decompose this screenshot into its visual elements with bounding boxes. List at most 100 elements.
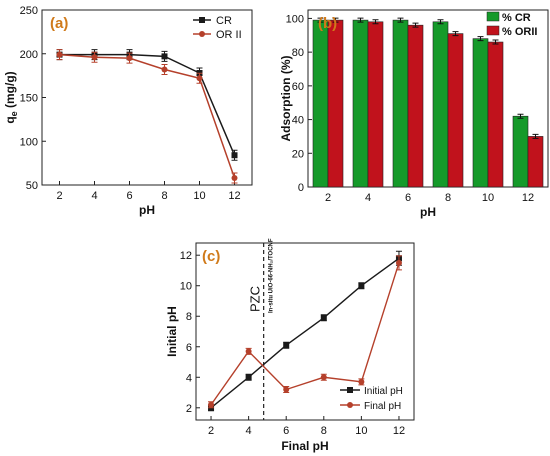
x-tick-label: 10 — [482, 192, 494, 204]
bar — [352, 19, 369, 188]
pzc-label: PZC — [248, 286, 263, 312]
data-point — [320, 314, 327, 321]
bar — [312, 19, 329, 188]
data-point — [283, 342, 290, 349]
data-point — [126, 55, 133, 62]
error-bar — [452, 31, 459, 37]
plot-frame — [307, 9, 549, 188]
x-tick-label: 12 — [522, 192, 534, 204]
panel-label: (b) — [318, 15, 337, 32]
y-tick-label: 20 — [292, 148, 304, 160]
data-point — [358, 282, 365, 289]
error-bar — [532, 133, 539, 139]
y-tick-label: 250 — [20, 5, 38, 17]
x-axis-title: pH — [420, 205, 436, 219]
x-tick-label: 4 — [246, 425, 252, 437]
y-tick-label: 8 — [186, 311, 192, 323]
y-tick-label: 4 — [186, 372, 192, 384]
x-tick-label: 8 — [161, 190, 167, 202]
panel-label: (c) — [202, 248, 220, 265]
x-axis-title: Final pH — [281, 439, 328, 453]
data-point — [245, 348, 252, 355]
error-bar — [332, 17, 339, 23]
series-line-0 — [210, 257, 400, 409]
y-tick-label: 6 — [186, 342, 192, 354]
data-point — [245, 374, 252, 381]
y-tick-label: 150 — [20, 93, 38, 105]
data-point — [358, 378, 365, 385]
data-point — [161, 53, 168, 60]
bar — [447, 33, 464, 188]
plot-frame — [195, 242, 415, 421]
error-bar — [317, 17, 324, 23]
series-line-1 — [59, 53, 236, 179]
pzc-sublabel: In-situ UiO-66-NH₂/TOCNF — [269, 238, 275, 313]
x-tick-label: 12 — [393, 425, 405, 437]
bar — [472, 38, 489, 188]
bar — [527, 136, 544, 188]
y-tick-label: 100 — [20, 136, 38, 148]
legend-marker — [199, 31, 205, 37]
bar — [327, 19, 344, 188]
data-point — [231, 175, 238, 181]
panel-label: (a) — [50, 15, 68, 32]
data-point — [196, 75, 203, 82]
y-tick-label: 40 — [292, 115, 304, 127]
x-tick-label: 8 — [445, 192, 451, 204]
x-tick-label: 6 — [283, 425, 289, 437]
x-tick-label: 2 — [325, 192, 331, 204]
y-axis-title: qe (mg/g) — [3, 71, 19, 123]
x-tick-label: 6 — [405, 192, 411, 204]
x-tick-label: 2 — [208, 425, 214, 437]
error-bar — [492, 39, 499, 45]
error-bar — [437, 19, 444, 25]
bar — [367, 21, 384, 188]
x-axis-title: pH — [139, 203, 155, 217]
legend-label: % ORII — [502, 26, 537, 38]
data-point — [231, 152, 238, 159]
x-tick-label: 10 — [355, 425, 367, 437]
data-point — [161, 66, 168, 73]
y-tick-label: 2 — [186, 403, 192, 415]
x-tick-label: 10 — [193, 190, 205, 202]
legend-swatch — [486, 11, 500, 22]
y-tick-label: 0 — [298, 182, 304, 194]
panel-a-qe-vs-ph: 50 100 150 200 250 2 4 6 8 10 12 pH qe (mg/g) (a) CR OR… — [3, 5, 253, 217]
series-line-0 — [59, 53, 236, 156]
error-bar — [412, 22, 419, 28]
x-tick-label: 6 — [126, 190, 132, 202]
error-bar — [372, 19, 379, 25]
legend-marker — [199, 17, 205, 23]
legend-label: Final pH — [364, 401, 401, 412]
data-point — [208, 401, 215, 408]
x-tick-label: 4 — [91, 190, 97, 202]
error-bar — [357, 17, 364, 23]
legend-swatch — [486, 25, 500, 36]
panel-b-adsorption-bars: 0 20 40 60 80 100 2 4 6 8 10 12 pH Adsorption (%) (b)%… — [279, 9, 549, 219]
legend-label: Initial pH — [364, 386, 403, 397]
series-line-1 — [210, 262, 400, 406]
x-tick-label: 4 — [365, 192, 371, 204]
x-tick-label: 2 — [56, 190, 62, 202]
legend-marker — [347, 402, 353, 408]
y-tick-label: 200 — [20, 49, 38, 61]
x-tick-label: 8 — [321, 425, 327, 437]
data-point — [91, 54, 98, 61]
legend-label: CR — [216, 15, 232, 27]
panel-c-pzc-plot: 2 4 6 8 10 12 2 4 6 8 10 12 Final pH Initial pH (c) PZC… — [165, 238, 415, 453]
y-tick-label: 50 — [26, 180, 38, 192]
bar — [432, 21, 449, 188]
bar — [392, 19, 409, 188]
error-bar — [397, 17, 404, 23]
bar — [487, 41, 504, 188]
bar — [512, 115, 529, 188]
data-point — [283, 386, 290, 393]
y-tick-label: 80 — [292, 47, 304, 59]
x-tick-label: 12 — [228, 190, 240, 202]
y-axis-title: Adsorption (%) — [279, 56, 293, 142]
data-point — [395, 259, 402, 266]
data-point — [56, 51, 63, 58]
y-tick-label: 60 — [292, 81, 304, 93]
y-tick-label: 12 — [180, 250, 192, 262]
